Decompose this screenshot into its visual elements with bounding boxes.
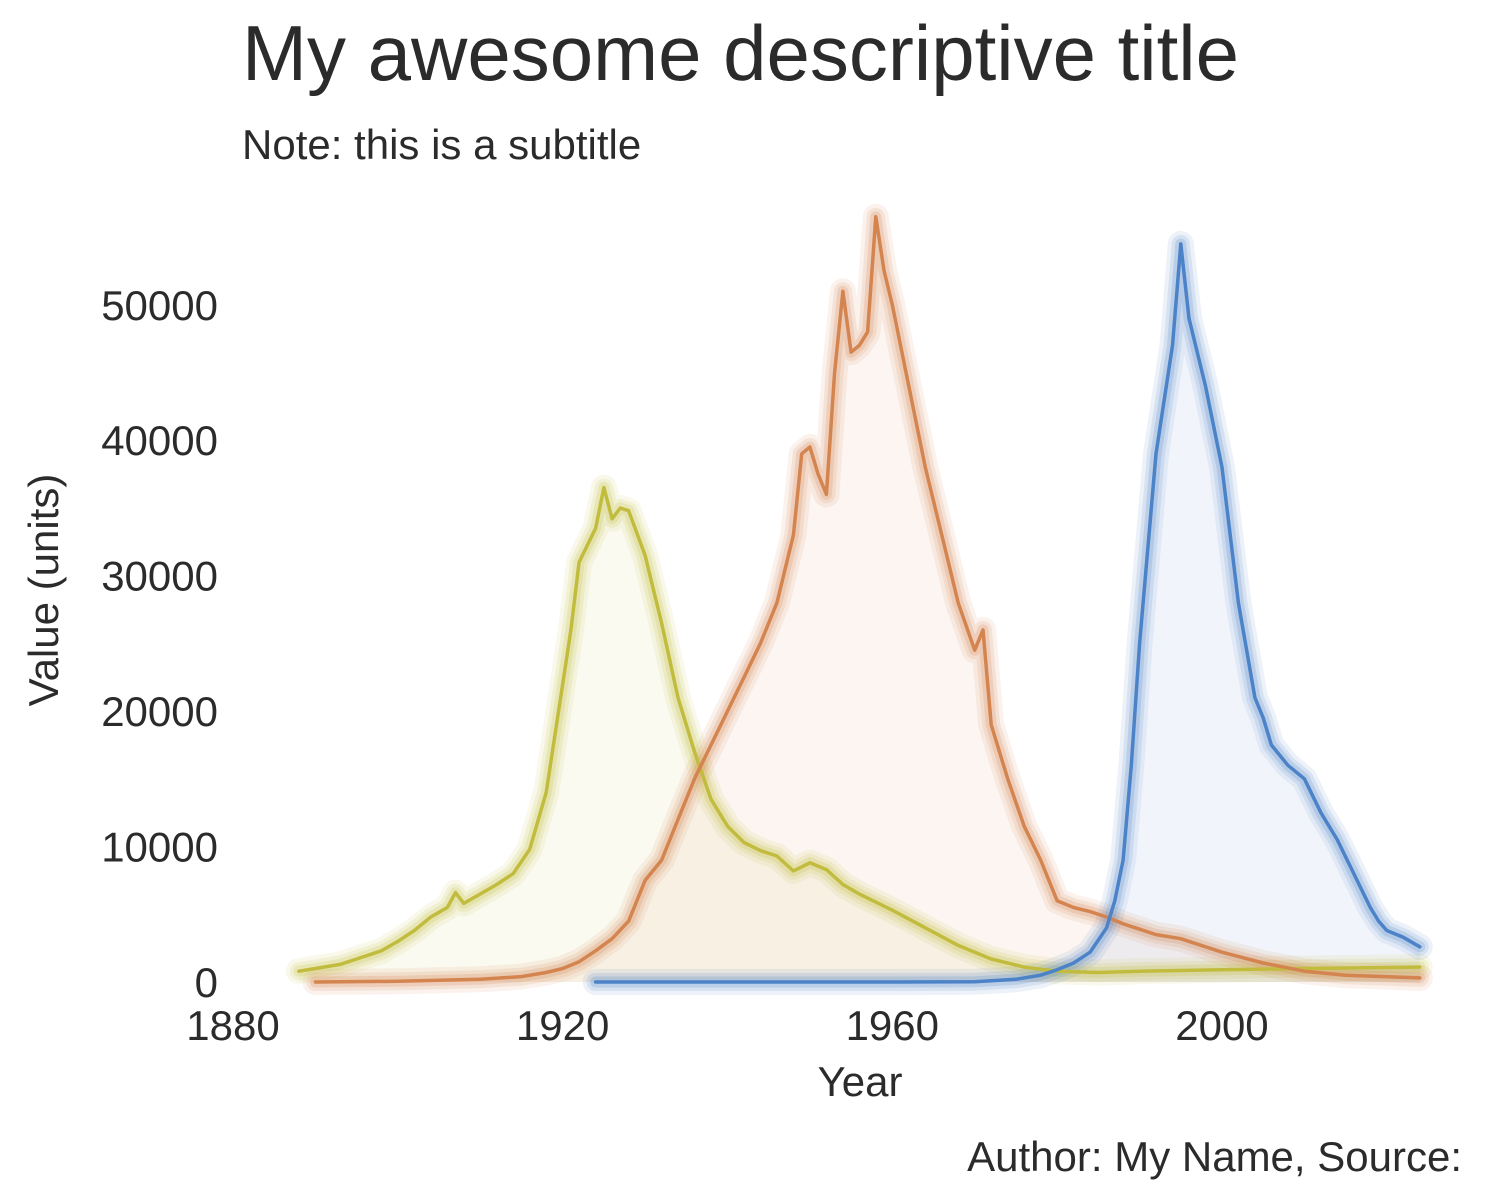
y-tick-label: 0 — [195, 959, 218, 1006]
x-tick-label: 2000 — [1175, 1002, 1268, 1049]
y-tick-label: 10000 — [101, 824, 218, 871]
x-tick-label: 1920 — [516, 1002, 609, 1049]
y-tick-label: 30000 — [101, 553, 218, 600]
x-axis-ticks: 1880 1920 1960 2000 — [186, 1002, 1268, 1049]
y-tick-label: 20000 — [101, 688, 218, 735]
series-line-1 — [313, 215, 1422, 984]
series-line-2 — [593, 242, 1422, 984]
series-area-1 — [315, 216, 1420, 983]
y-axis-ticks: 0 10000 20000 30000 40000 50000 — [101, 282, 218, 1006]
x-tick-label: 1880 — [186, 1002, 279, 1049]
x-tick-label: 1960 — [846, 1002, 939, 1049]
series-line-0 — [297, 485, 1422, 975]
y-tick-label: 40000 — [101, 417, 218, 464]
chart-title: My awesome descriptive title — [242, 9, 1240, 97]
series-area-0 — [298, 487, 1420, 982]
series-lines — [297, 215, 1422, 984]
chart-caption: Author: My Name, Source: — [967, 1133, 1462, 1180]
x-axis-title: Year — [818, 1058, 903, 1105]
y-tick-label: 50000 — [101, 282, 218, 329]
chart-subtitle: Note: this is a subtitle — [242, 121, 642, 168]
y-axis-title: Value (units) — [20, 474, 67, 707]
